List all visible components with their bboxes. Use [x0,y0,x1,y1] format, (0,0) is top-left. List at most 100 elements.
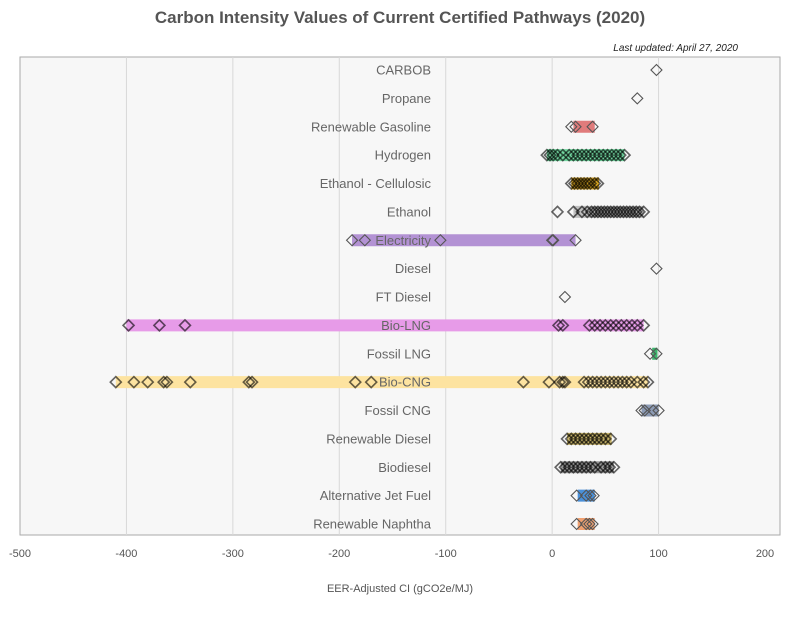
data-point [646,404,660,417]
x-tick-label: 0 [549,548,555,560]
x-tick-label: 200 [756,548,774,560]
data-point [560,432,574,446]
category-label: CARBOB [376,63,431,78]
category-label: Bio-LNG [381,318,431,333]
data-point [579,460,593,474]
data-point [575,148,589,162]
x-tick-label: -500 [9,548,31,560]
data-point [583,148,598,162]
data-point [575,460,589,474]
data-point [516,375,531,389]
data-point [607,375,621,389]
data-point [588,148,602,162]
data-point [632,205,647,219]
data-point [551,318,566,333]
data-point [620,375,634,389]
data-point [571,148,585,162]
data-point [575,205,589,219]
category-label: Renewable Gasoline [311,119,431,134]
data-point [550,148,565,162]
data-point [600,148,615,162]
data-point [637,375,651,389]
data-point [550,205,565,219]
data-point [594,460,608,474]
data-point [588,318,602,333]
data-point [598,375,612,389]
data-point [586,517,599,531]
data-point [641,375,655,389]
data-point [566,205,581,219]
data-point [558,460,572,474]
x-axis-label: EER-Adjusted CI (gCO2e/MJ) [326,583,474,595]
data-point [558,290,572,304]
data-point [183,375,197,389]
data-point [546,148,560,162]
data-point [579,148,593,162]
data-point [590,432,604,446]
data-point [573,432,587,446]
data-point [611,375,625,389]
data-point [598,318,612,333]
data-point [592,148,606,162]
data-point [650,347,663,361]
data-point [562,148,576,162]
data-point [569,120,582,134]
data-point [609,318,623,333]
chart-title: Carbon Intensity Values of Current Certi… [154,8,646,27]
data-point [582,318,597,333]
data-point [245,375,259,389]
data-point [345,233,359,247]
data-point [141,375,155,389]
data-point [588,176,602,191]
data-point [593,318,607,333]
data-point [605,148,619,162]
data-point [127,375,141,389]
data-point [625,318,639,333]
data-point [358,233,372,247]
data-point [617,148,632,162]
category-label: Ethanol [387,204,431,219]
data-point [348,375,362,389]
data-point [596,148,610,162]
data-point [584,489,597,502]
data-point [109,375,123,389]
data-point [121,318,136,333]
category-label: FT Diesel [376,290,431,305]
category-label: Fossil LNG [367,346,431,361]
category-label: Propane [382,91,431,106]
data-point [590,375,604,389]
data-point [609,148,623,162]
category-label: Renewable Diesel [326,431,431,446]
category-label: Biodiesel [378,460,431,475]
category-label: Bio-CNG [379,375,431,390]
data-point [577,375,591,389]
data-point [570,489,583,502]
data-point [643,347,657,361]
data-point [602,460,617,474]
data-point [631,92,644,105]
data-point [583,460,598,474]
data-point [594,375,608,389]
data-point [602,375,617,389]
data-point [552,375,567,389]
data-point [587,489,600,502]
data-point [242,375,256,389]
x-tick-label: -400 [115,548,137,560]
data-point [598,460,612,474]
data-point [577,432,591,446]
data-point [604,432,618,446]
data-point [566,460,581,474]
plot-area [19,56,781,536]
data-point [556,375,570,389]
data-point [566,148,581,162]
range-bar [352,234,576,247]
category-label: Diesel [395,261,431,276]
data-point [604,318,618,333]
data-point [564,432,578,446]
range-bar [126,319,644,332]
data-point [585,375,600,389]
data-point [615,375,630,389]
category-label: Hydrogen [375,148,431,163]
data-point [434,233,447,247]
x-tick-label: -100 [435,548,457,560]
